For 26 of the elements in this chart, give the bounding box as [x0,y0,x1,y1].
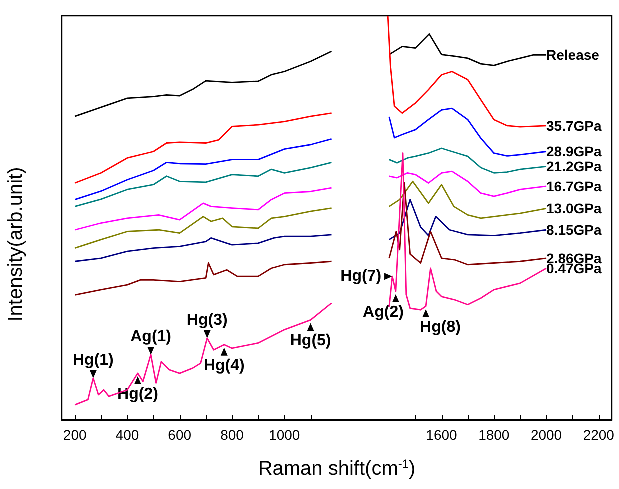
series-label: 28.9GPa [546,144,602,160]
annotation: Hg(4) [204,357,245,374]
x-tick-label: 800 [220,427,244,443]
y-axis-title: Intensity(arb.unit) [5,167,27,322]
series-label: 8.15GPa [546,222,602,238]
series-label: 13.0GPa [546,200,602,217]
annotation: Ag(2) [363,304,404,322]
x-tick-label: 2200 [583,427,615,443]
series-label: 35.7GPa [546,118,602,134]
annotation: Hg(7) [340,268,382,286]
series-label: Release [546,47,600,64]
x-tick-label: 1800 [478,427,510,443]
annotation: Hg(1) [72,352,114,369]
annotation: Hg(8) [420,318,461,336]
x-tick-label: 2000 [530,427,562,443]
series-label: 21.2GPa [546,158,602,175]
annotation: Ag(1) [130,328,172,346]
x-tick-label: 200 [63,427,87,443]
series-label: 16.7GPa [546,178,602,194]
annotation: Hg(5) [290,332,332,350]
x-tick-label: 1000 [269,427,300,443]
annotation: Hg(3) [186,312,228,329]
annotation: Hg(2) [118,386,158,404]
x-tick-label: 400 [116,427,140,443]
x-tick-label: 1600 [426,427,458,443]
x-tick-label: 600 [168,427,192,443]
